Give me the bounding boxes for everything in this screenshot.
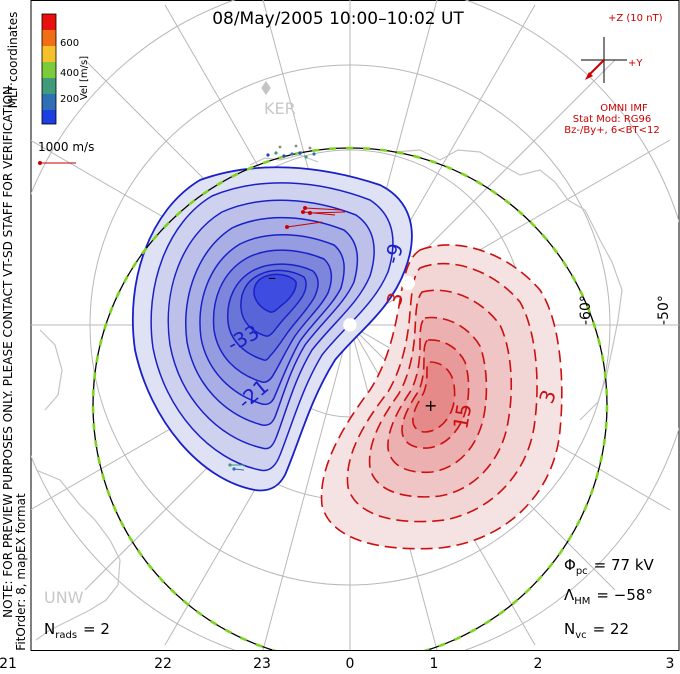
map-statistics: Φpc = 77 kV ΛHM = −58° Nvc = 22 Nrads = 2 bbox=[44, 556, 655, 641]
imf-caption: OMNI IMF bbox=[600, 103, 648, 114]
heppner-maynard-boundary-dashes bbox=[91, 146, 609, 650]
mlt-tick-23: 23 bbox=[253, 656, 271, 672]
mlt-tick-2: 2 bbox=[534, 656, 543, 672]
mlt-tick-22: 22 bbox=[154, 656, 172, 672]
velocity-colorbar: 600 400 200 Vel [m/s] bbox=[41, 13, 90, 125]
potential-min-marker: – bbox=[268, 268, 276, 287]
colorbar-tick-200: 200 bbox=[60, 94, 79, 105]
mlt-axis: 21 22 23 0 1 2 3 bbox=[0, 656, 674, 672]
colorbar-tick-600: 600 bbox=[60, 38, 79, 49]
preview-note: NOTE: FOR PREVIEW PURPOSES ONLY. PLEASE … bbox=[1, 82, 15, 618]
mlt-tick-21: 21 bbox=[0, 656, 17, 672]
nvc-stat: Nvc = 22 bbox=[564, 620, 629, 641]
scale-vector-label: 1000 m/s bbox=[38, 140, 94, 154]
coastline bbox=[35, 80, 623, 641]
potential-max-marker: + bbox=[424, 396, 437, 415]
station-label-unw: UNW bbox=[44, 588, 84, 607]
latitude-label-50: -50° bbox=[656, 295, 672, 325]
latitude-label-60: -60° bbox=[578, 295, 594, 325]
velocity-vectors bbox=[228, 144, 346, 471]
phi-pc-stat: Φpc = 77 kV bbox=[564, 556, 655, 577]
stat-model-line1: Stat Mod: RG96 bbox=[573, 114, 652, 125]
fit-order-note: FitOrder: 8, mapEX format bbox=[14, 493, 28, 651]
imf-clock: +Z (10 nT) +Y OMNI IMF Stat Mod: RG96 Bz… bbox=[564, 13, 662, 136]
mlt-tick-0: 0 bbox=[346, 656, 355, 672]
positive-potential-cell bbox=[320, 244, 563, 550]
mlt-tick-1: 1 bbox=[430, 656, 439, 672]
lambda-hm-stat: ΛHM = −58° bbox=[564, 586, 653, 607]
pole-gap-marker bbox=[401, 276, 415, 290]
colorbar-label: Vel [m/s] bbox=[79, 56, 90, 100]
magnetic-pole-marker bbox=[342, 317, 358, 333]
scale-vector: 1000 m/s bbox=[38, 140, 94, 165]
imf-bz-label: +Z (10 nT) bbox=[608, 13, 663, 24]
contour-label-pos-3a: 3 bbox=[382, 290, 408, 309]
station-label-ker: KER bbox=[264, 99, 296, 118]
nrads-stat: Nrads = 2 bbox=[44, 620, 110, 641]
negative-potential-cell bbox=[131, 166, 413, 492]
stat-model-line2: Bz-/By+, 6<BT<12 bbox=[564, 125, 659, 136]
colorbar-tick-400: 400 bbox=[60, 68, 79, 79]
mlt-tick-3: 3 bbox=[666, 656, 675, 672]
map-title: 08/May/2005 10:00–10:02 UT bbox=[212, 9, 464, 29]
contour-label-pos-15: 15 bbox=[448, 402, 476, 431]
coordinate-label: MLT coordinates bbox=[6, 12, 20, 109]
imf-by-label: +Y bbox=[628, 58, 643, 69]
